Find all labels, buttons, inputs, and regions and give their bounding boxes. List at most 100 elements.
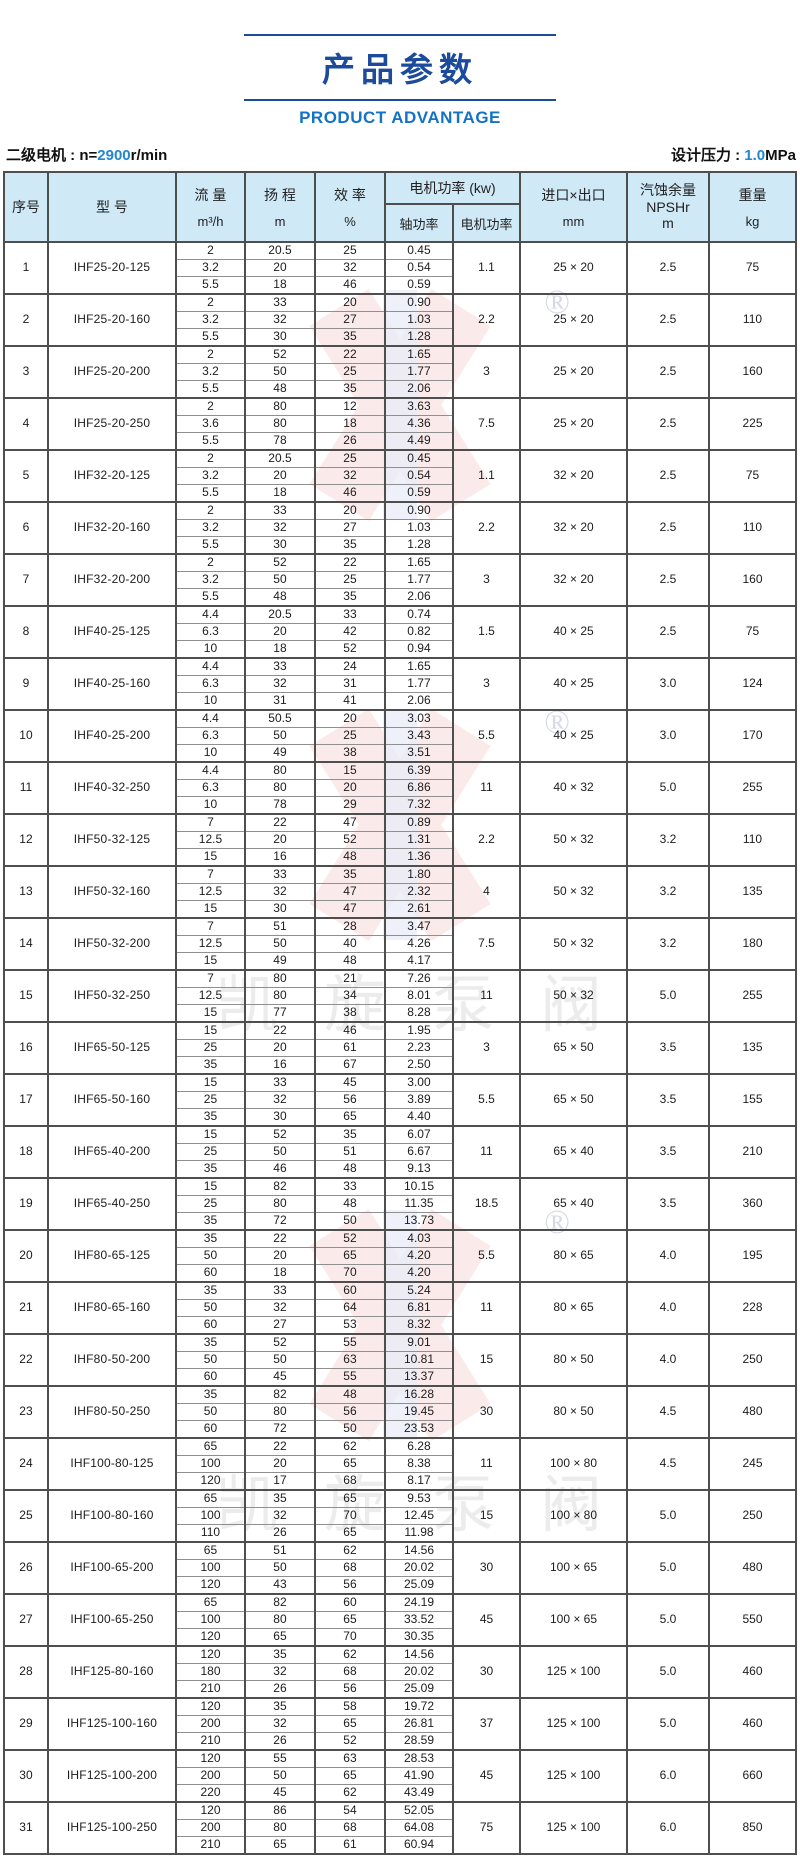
cell-efficiency: 29 (313, 796, 386, 815)
cell-motor-power: 37 (451, 1697, 522, 1751)
cell-efficiency: 35 (313, 588, 386, 607)
cell-head: 16 (243, 848, 316, 867)
cell-shaft-power: 2.32 (383, 883, 454, 901)
col-header-no: 序号 (2, 171, 49, 243)
cell-flow: 25 (174, 1091, 246, 1109)
cell-row-number: 12 (2, 813, 49, 867)
cell-npshr: 3.2 (626, 917, 710, 971)
cell-head: 80 (243, 415, 316, 433)
cell-head: 72 (243, 1420, 316, 1439)
cell-row-number: 5 (2, 449, 49, 503)
cell-head: 52 (243, 1126, 316, 1144)
cell-efficiency: 68 (313, 1819, 386, 1837)
cell-row-number: 4 (2, 397, 49, 451)
cell-model: IHF40-25-125 (46, 605, 177, 659)
cell-ports: 32 × 20 (519, 553, 628, 607)
cell-flow: 15 (174, 848, 246, 867)
cell-motor-power: 30 (451, 1645, 522, 1699)
table-subrow: 3.2 50 25 1.77 (4, 363, 796, 381)
cell-head: 16 (243, 1056, 316, 1075)
cell-efficiency: 62 (313, 1784, 386, 1803)
cell-shaft-power: 14.56 (383, 1646, 454, 1664)
cell-head: 50 (243, 571, 316, 589)
table-row: 30 IHF125-100-200 120 55 63 28.53 45 125… (2, 1749, 797, 1803)
cell-weight: 75 (708, 241, 797, 295)
cell-shaft-power: 11.98 (383, 1524, 454, 1543)
cell-motor-power: 3 (451, 1021, 522, 1075)
cell-flow: 25 (174, 1039, 246, 1057)
cell-shaft-power: 12.45 (383, 1507, 454, 1525)
cell-flow: 65 (174, 1594, 246, 1612)
cell-shaft-power: 1.65 (383, 658, 454, 676)
table-row: 23 IHF80-50-250 35 82 48 16.28 30 80 × 5… (2, 1385, 797, 1439)
cell-efficiency: 33 (313, 1178, 386, 1196)
cell-model: IHF100-65-250 (46, 1593, 177, 1647)
cell-flow: 15 (174, 1126, 246, 1144)
cell-head: 22 (243, 1022, 316, 1040)
cell-ports: 40 × 25 (519, 605, 628, 659)
cell-motor-power: 7.5 (451, 917, 522, 971)
cell-head: 82 (243, 1386, 316, 1404)
cell-shaft-power: 1.95 (383, 1022, 454, 1040)
cell-head: 18 (243, 484, 316, 503)
table-row: 4 IHF25-20-250 2 80 12 3.63 7.5 25 × 20 … (2, 397, 797, 451)
cell-shaft-power: 6.67 (383, 1143, 454, 1161)
cell-efficiency: 28 (313, 918, 386, 936)
cell-head: 35 (243, 1698, 316, 1716)
cell-npshr: 2.5 (626, 553, 710, 607)
cell-ports: 100 × 80 (519, 1437, 628, 1491)
cell-efficiency: 34 (313, 987, 386, 1005)
cell-flow: 6.3 (174, 623, 246, 641)
cell-weight: 255 (708, 761, 797, 815)
cell-efficiency: 56 (313, 1091, 386, 1109)
cell-flow: 10 (174, 796, 246, 815)
cell-flow: 60 (174, 1368, 246, 1387)
cell-head: 82 (243, 1594, 316, 1612)
table-row: 19 IHF65-40-250 15 82 33 10.15 18.5 65 ×… (2, 1177, 797, 1231)
cell-motor-power: 11 (451, 969, 522, 1023)
cell-model: IHF125-80-160 (46, 1645, 177, 1699)
table-row: 5 IHF32-20-125 2 20.5 25 0.45 1.1 32 × 2… (2, 449, 797, 503)
title-rule-bottom (244, 99, 556, 101)
title-block: 产品参数 PRODUCT ADVANTAGE (0, 0, 800, 128)
cell-head: 48 (243, 380, 316, 399)
cell-shaft-power: 2.23 (383, 1039, 454, 1057)
cell-flow: 5.5 (174, 380, 246, 399)
table-subrow: 210 26 56 25.09 (4, 1680, 796, 1699)
cell-flow: 60 (174, 1420, 246, 1439)
cell-efficiency: 65 (313, 1108, 386, 1127)
cell-flow: 100 (174, 1507, 246, 1525)
cell-model: IHF32-20-200 (46, 553, 177, 607)
table-subrow: 10 49 38 3.51 (4, 744, 796, 763)
cell-flow: 5.5 (174, 276, 246, 295)
cell-flow: 3.2 (174, 467, 246, 485)
cell-head: 52 (243, 1334, 316, 1352)
cell-head: 20 (243, 1247, 316, 1265)
cell-shaft-power: 1.31 (383, 831, 454, 849)
cell-efficiency: 55 (313, 1368, 386, 1387)
table-subrow: 3.2 32 27 1.03 (4, 311, 796, 329)
table-subrow: 25 50 51 6.67 (4, 1143, 796, 1161)
cell-efficiency: 25 (313, 571, 386, 589)
table-subrow: 12.5 80 34 8.01 (4, 987, 796, 1005)
cell-head: 46 (243, 1160, 316, 1179)
cell-npshr: 6.0 (626, 1801, 710, 1855)
cell-flow: 4.4 (174, 710, 246, 728)
cell-row-number: 23 (2, 1385, 49, 1439)
col-header-model: 型 号 (46, 171, 177, 243)
cell-head: 55 (243, 1750, 316, 1768)
cell-flow: 210 (174, 1732, 246, 1751)
table-row: 10 IHF40-25-200 4.4 50.5 20 3.03 5.5 40 … (2, 709, 797, 763)
cell-head: 52 (243, 346, 316, 364)
cell-ports: 25 × 20 (519, 293, 628, 347)
cell-model: IHF80-65-125 (46, 1229, 177, 1283)
cell-flow: 5.5 (174, 536, 246, 555)
cell-shaft-power: 4.26 (383, 935, 454, 953)
table-row: 27 IHF100-65-250 65 82 60 24.19 45 100 ×… (2, 1593, 797, 1647)
cell-shaft-power: 4.36 (383, 415, 454, 433)
cell-flow: 210 (174, 1680, 246, 1699)
cell-weight: 550 (708, 1593, 797, 1647)
cell-weight: 170 (708, 709, 797, 763)
cell-flow: 210 (174, 1836, 246, 1855)
